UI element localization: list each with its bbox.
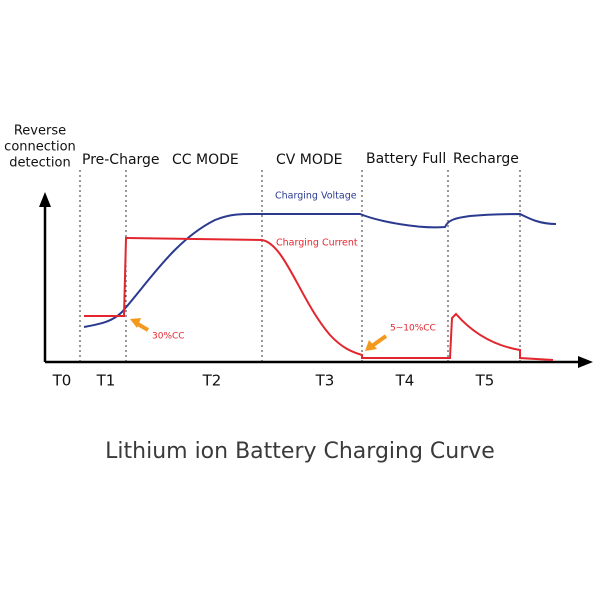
time-label: T0 [52,372,72,390]
annotation: 5~10%CC [365,324,436,351]
arrow-head [130,318,141,328]
voltage-curve [83,212,557,328]
time-label: T2 [202,372,222,390]
phase-label: Battery Full [366,151,446,167]
dividers [79,170,521,362]
arrow-head [578,356,593,368]
header-label: Reverse connection detection [4,124,76,171]
curve-label: Charging Voltage [275,191,357,202]
arrow-head [365,340,377,351]
phase-label: Recharge [453,151,519,167]
time-label: T5 [475,372,495,390]
arrow [370,334,388,348]
curve-label: Charging Current [276,238,358,249]
header-line: connection [4,140,76,155]
annotation-label: 30%CC [152,332,185,342]
arrow-head [39,192,51,207]
annotation-label: 5~10%CC [390,324,436,334]
header-line: detection [9,156,70,171]
phase-label: Pre-Charge [82,152,160,168]
time-label: T4 [395,372,415,390]
title: Lithium ion Battery Charging Curve [105,439,495,464]
header-line: Reverse [14,124,66,139]
phase-label: CC MODE [172,152,239,168]
phase-label: CV MODE [276,152,343,168]
time-label: T3 [315,372,335,390]
axes [39,192,593,368]
annotation: 30%CC [130,318,185,342]
time-label: T1 [96,372,116,390]
current-curve [84,236,554,361]
